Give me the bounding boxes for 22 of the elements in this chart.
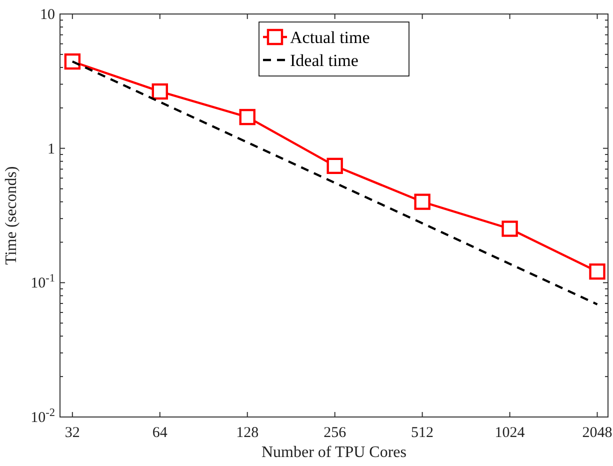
x-axis-title: Number of TPU Cores bbox=[261, 444, 407, 461]
x-tick-label: 512 bbox=[411, 425, 434, 441]
point bbox=[326, 158, 343, 174]
x-tick-label: 2048 bbox=[582, 425, 612, 441]
y-tick-label: 1 bbox=[48, 141, 55, 158]
legend-label: Ideal time bbox=[290, 51, 358, 70]
legend-label: Actual time bbox=[290, 28, 370, 47]
point bbox=[589, 263, 606, 280]
point bbox=[64, 53, 81, 70]
point bbox=[152, 83, 168, 100]
y-tick-label: 10 bbox=[40, 7, 55, 23]
point bbox=[239, 108, 256, 126]
y-tick-label: 10$^{-1}$ bbox=[30, 272, 55, 292]
y-axis-title: Time (seconds) bbox=[3, 166, 20, 265]
point bbox=[502, 220, 518, 237]
x-tick-label: 1024 bbox=[494, 425, 526, 441]
y-tick-label: 10$^{-2}$ bbox=[30, 407, 55, 426]
point bbox=[414, 194, 430, 210]
x-tick-label: 256 bbox=[324, 425, 347, 441]
x-tick-label: 32 bbox=[64, 425, 80, 441]
x-tick-label: 128 bbox=[236, 425, 259, 441]
x-tick-label: 64 bbox=[152, 425, 168, 441]
